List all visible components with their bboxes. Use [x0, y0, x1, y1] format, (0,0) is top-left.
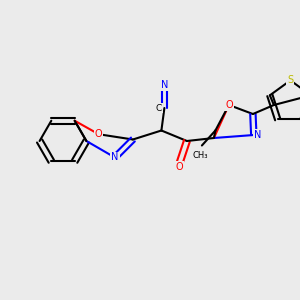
Text: N: N — [161, 80, 168, 91]
Text: S: S — [287, 75, 293, 85]
Text: CH₃: CH₃ — [193, 151, 208, 160]
Text: O: O — [225, 100, 233, 110]
Text: N: N — [254, 130, 261, 140]
Text: N: N — [111, 152, 118, 163]
Text: C: C — [156, 103, 162, 112]
Text: O: O — [176, 162, 183, 172]
Text: O: O — [95, 129, 103, 139]
